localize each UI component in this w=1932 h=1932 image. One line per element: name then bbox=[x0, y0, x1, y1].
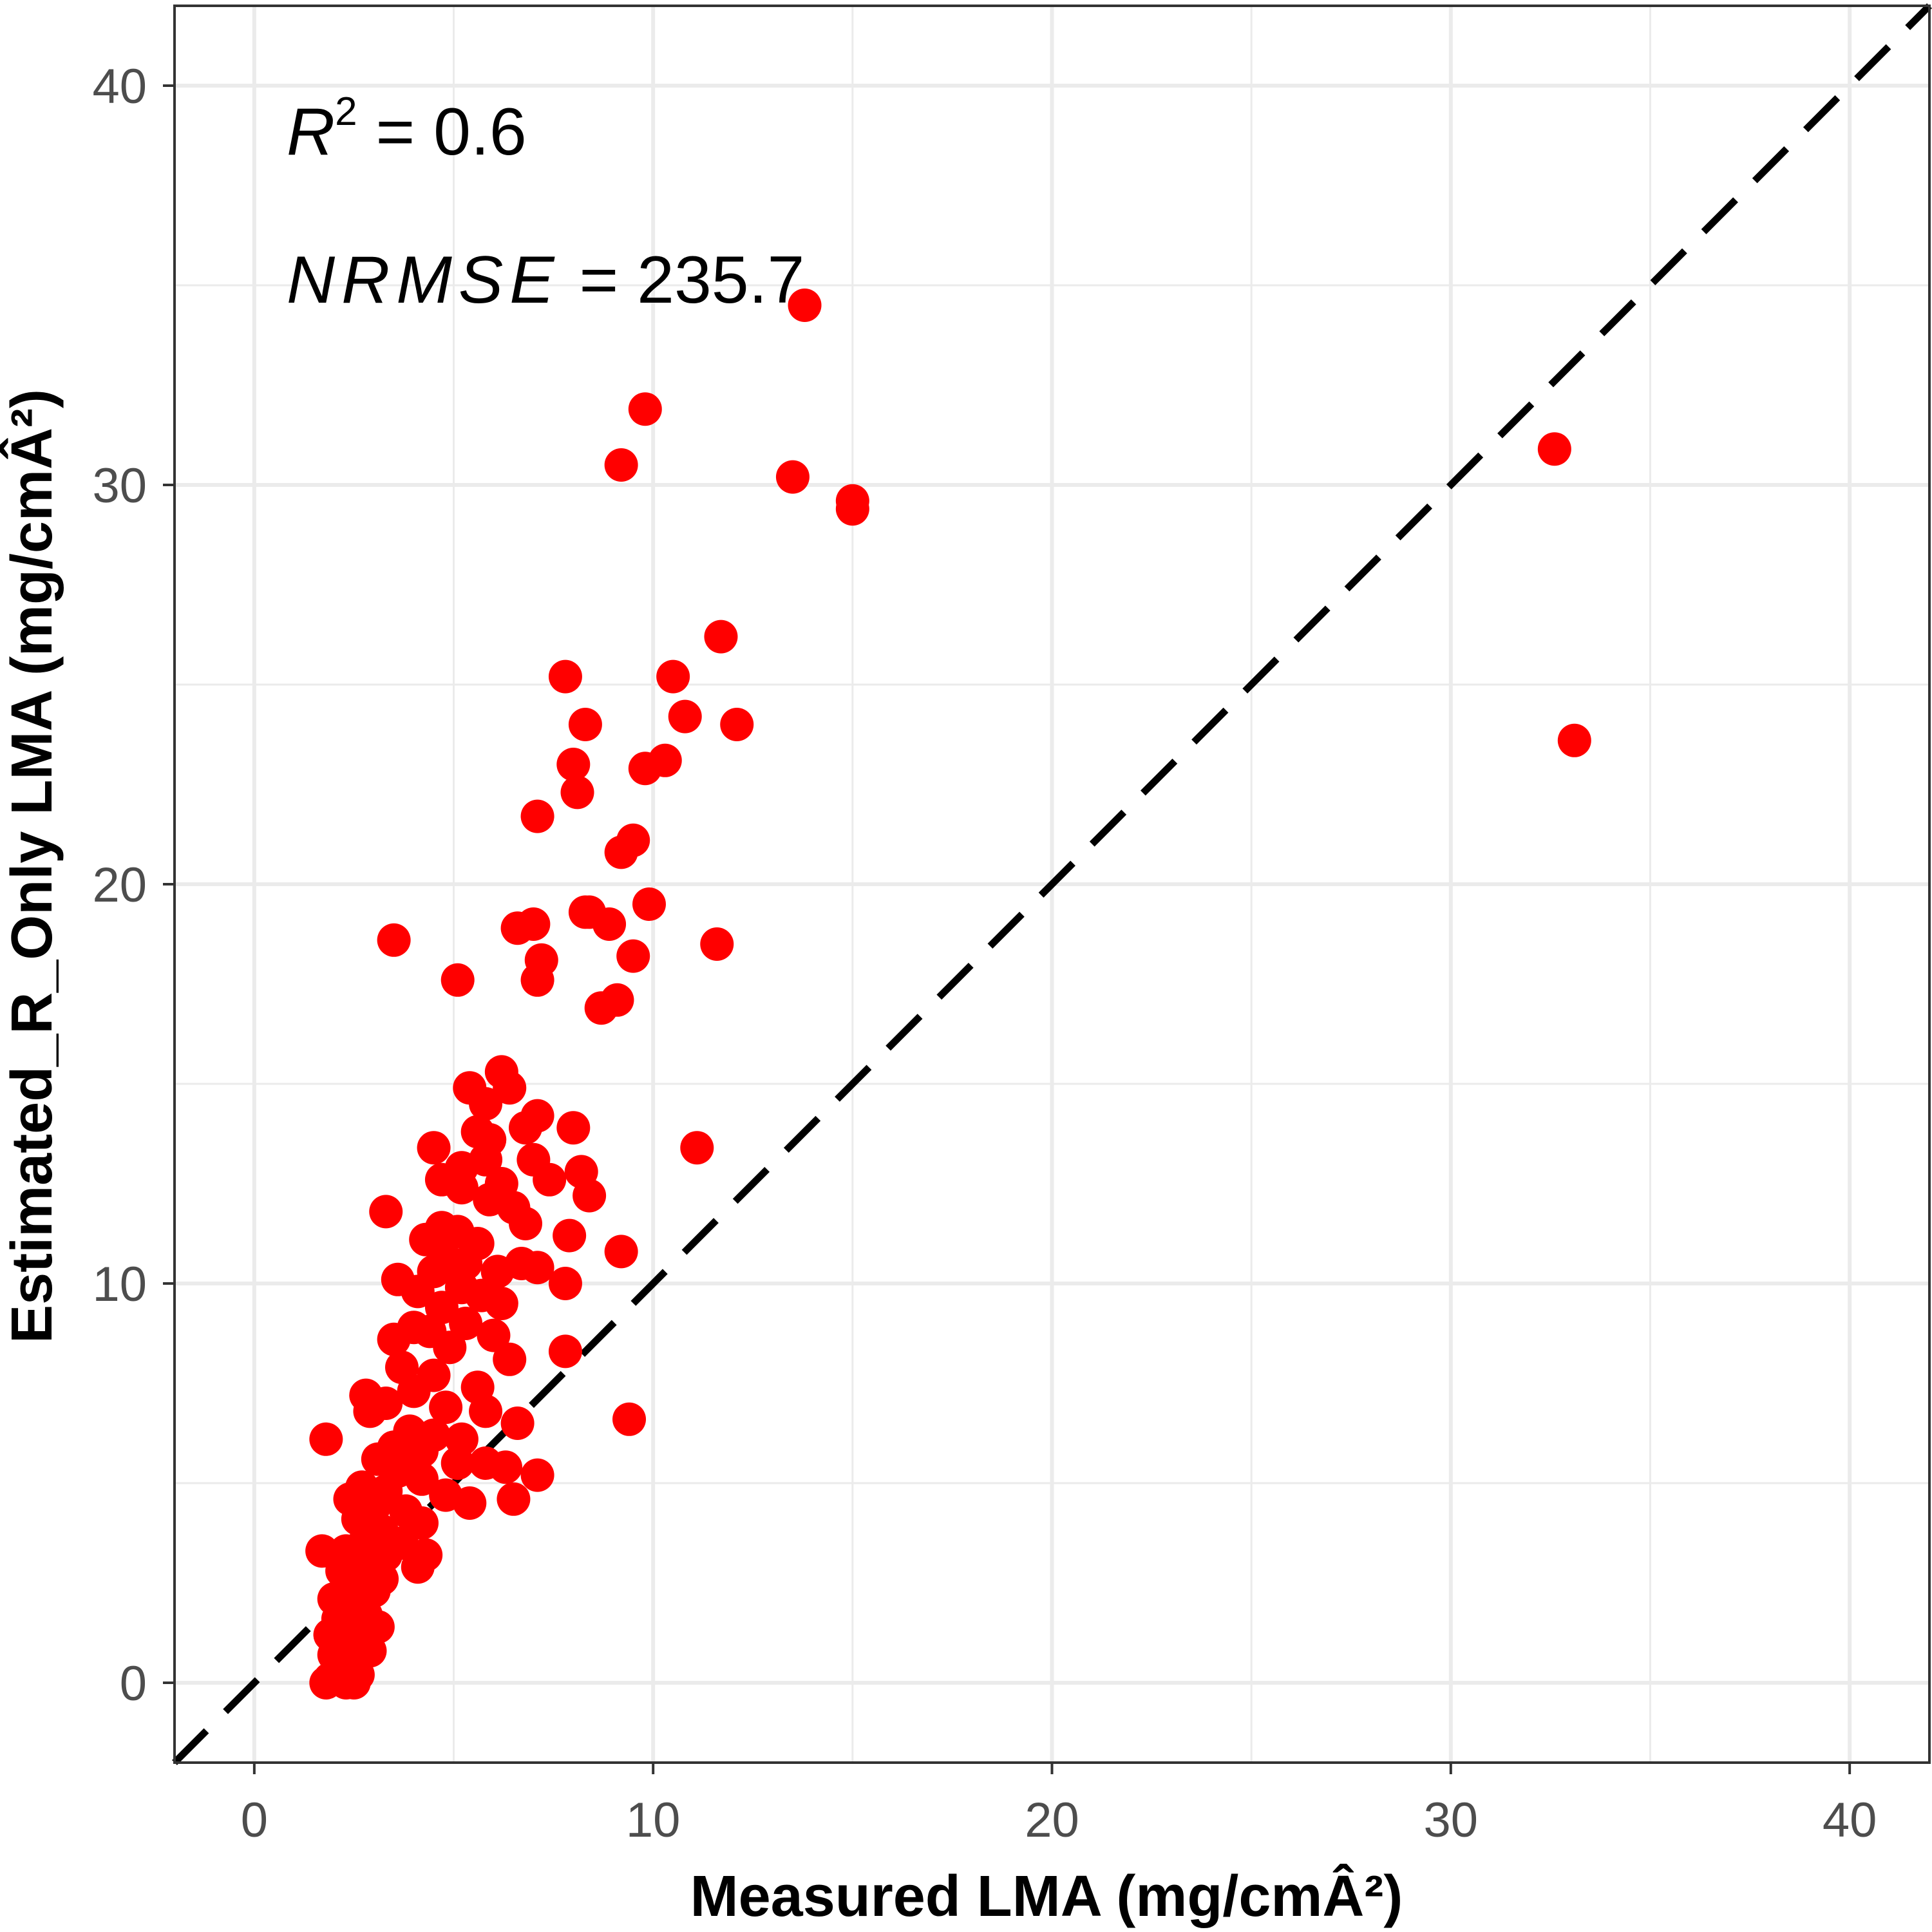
data-point bbox=[520, 1458, 554, 1492]
data-point bbox=[397, 1311, 431, 1345]
y-tick-label: 20 bbox=[92, 858, 147, 913]
identity-line bbox=[172, 3, 1932, 1765]
y-axis-ticks: 0 10 20 30 40 bbox=[92, 59, 175, 1711]
data-point bbox=[704, 620, 738, 654]
data-point bbox=[548, 1334, 582, 1368]
x-tick-label: 20 bbox=[1025, 1793, 1079, 1848]
data-point bbox=[604, 835, 638, 869]
data-points bbox=[305, 289, 1591, 1700]
data-point bbox=[401, 1274, 435, 1309]
data-point bbox=[404, 1434, 439, 1468]
data-point bbox=[612, 1402, 647, 1436]
data-point bbox=[493, 1071, 527, 1105]
y-tick-label: 0 bbox=[120, 1656, 147, 1711]
data-point bbox=[616, 939, 650, 973]
data-point bbox=[560, 775, 594, 810]
data-point bbox=[553, 1218, 587, 1253]
data-point bbox=[835, 492, 869, 526]
data-point bbox=[600, 983, 634, 1017]
data-point bbox=[493, 1342, 527, 1376]
data-point bbox=[788, 289, 822, 322]
x-axis-ticks: 0 10 20 30 40 bbox=[241, 1763, 1877, 1848]
data-point bbox=[500, 1406, 535, 1440]
data-point bbox=[309, 1666, 343, 1700]
data-point bbox=[632, 887, 666, 921]
data-point bbox=[509, 1207, 542, 1240]
data-point bbox=[568, 708, 602, 741]
data-point bbox=[440, 963, 475, 997]
data-point bbox=[477, 1318, 511, 1352]
data-point bbox=[720, 708, 754, 741]
y-tick-label: 40 bbox=[92, 59, 147, 114]
data-point bbox=[573, 1179, 607, 1213]
data-point bbox=[680, 1131, 714, 1165]
data-point bbox=[309, 1422, 343, 1456]
y-axis-title: Estimated_R_Only LMA (mg/cmÂ²) bbox=[0, 389, 64, 1343]
y-tick-label: 30 bbox=[92, 459, 147, 513]
annotation-r2: R2 = 0.6 bbox=[287, 90, 527, 169]
data-point bbox=[648, 743, 682, 777]
data-point bbox=[556, 1111, 591, 1145]
data-point bbox=[520, 963, 554, 997]
data-point bbox=[444, 1171, 478, 1205]
data-point bbox=[775, 460, 810, 494]
data-point bbox=[377, 923, 411, 957]
data-point bbox=[489, 1450, 523, 1484]
y-tick-label: 10 bbox=[92, 1257, 147, 1312]
data-point bbox=[469, 1087, 503, 1121]
data-point bbox=[480, 1255, 515, 1289]
data-point bbox=[556, 748, 591, 781]
data-point bbox=[440, 1446, 475, 1480]
data-point bbox=[449, 1307, 483, 1340]
data-point bbox=[533, 1162, 567, 1197]
data-point bbox=[417, 1131, 451, 1165]
data-point bbox=[700, 927, 734, 961]
data-point bbox=[453, 1486, 487, 1520]
data-point bbox=[484, 1287, 518, 1320]
data-point bbox=[353, 1394, 387, 1428]
data-point bbox=[469, 1394, 503, 1428]
data-point bbox=[401, 1550, 435, 1584]
data-point bbox=[668, 699, 702, 734]
data-point bbox=[509, 1111, 542, 1145]
data-point bbox=[369, 1195, 403, 1229]
data-point bbox=[429, 1390, 463, 1425]
data-point bbox=[433, 1331, 467, 1365]
x-tick-label: 30 bbox=[1424, 1793, 1479, 1848]
data-point bbox=[628, 392, 662, 426]
data-point bbox=[604, 1235, 638, 1269]
data-point bbox=[592, 907, 627, 941]
data-point bbox=[1537, 432, 1571, 466]
data-point bbox=[1557, 723, 1591, 757]
data-point bbox=[604, 448, 638, 482]
x-tick-label: 40 bbox=[1823, 1793, 1877, 1848]
data-point bbox=[520, 799, 554, 833]
data-point bbox=[656, 659, 690, 694]
data-point bbox=[497, 1482, 531, 1516]
x-axis-title: Measured LMA (mg/cmÂ²) bbox=[690, 1863, 1403, 1929]
x-tick-label: 10 bbox=[626, 1793, 681, 1848]
data-point bbox=[337, 1666, 371, 1700]
data-point bbox=[548, 1267, 582, 1300]
data-point bbox=[520, 1251, 554, 1285]
annotation-nrmse: NRMSE = 235.7 bbox=[287, 243, 804, 317]
data-point bbox=[404, 1462, 439, 1496]
data-point bbox=[548, 659, 582, 694]
x-tick-label: 0 bbox=[241, 1793, 268, 1848]
data-point bbox=[516, 907, 551, 941]
data-point bbox=[397, 1374, 431, 1408]
